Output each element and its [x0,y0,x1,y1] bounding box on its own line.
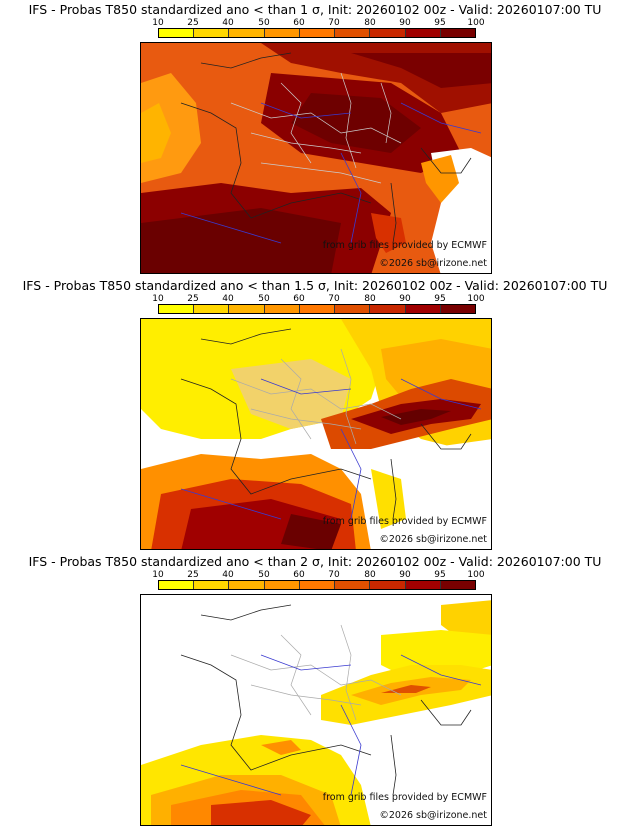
colorbar-label: 100 [467,294,485,304]
colorbar-label: 95 [434,294,446,304]
colorbar-label: 10 [152,570,164,580]
map-credit: from grib files provided by ECMWF [322,516,487,527]
map-copyright: ©2026 sb@irizone.net [379,258,487,269]
colorbar-swatch [299,29,336,37]
colorbar-swatch [229,29,265,37]
colorbar-label: 10 [152,18,164,28]
colorbar-label: 100 [467,570,485,580]
colorbar-swatch [370,29,406,37]
panel-1: IFS - Probas T850 standardized ano < tha… [0,0,630,276]
panel-2: IFS - Probas T850 standardized ano < tha… [0,276,630,552]
map-graphic [141,43,491,273]
colorbar-swatch [264,29,300,37]
colorbar-swatch [159,29,195,37]
colorbar-labels: 10 25 40 50 60 70 80 90 95 100 [152,570,484,580]
colorbar [158,304,476,314]
panel-3: IFS - Probas T850 standardized ano < tha… [0,552,630,828]
colorbar-swatch [264,581,300,589]
colorbar-label: 50 [258,294,270,304]
colorbar-swatch [405,305,441,313]
colorbar-label: 90 [399,570,411,580]
colorbar-label: 50 [258,570,270,580]
map-graphic [141,595,491,825]
colorbar-label: 90 [399,18,411,28]
colorbar-label: 100 [467,18,485,28]
map-copyright: ©2026 sb@irizone.net [379,810,487,821]
colorbar-label: 70 [328,570,340,580]
colorbar-label: 80 [364,570,376,580]
colorbar-swatch [194,581,230,589]
colorbar-label: 60 [293,18,305,28]
panel-title: IFS - Probas T850 standardized ano < tha… [22,278,608,293]
colorbar-swatch [264,305,300,313]
panel-title: IFS - Probas T850 standardized ano < tha… [28,554,602,569]
colorbar-swatch [440,581,475,589]
colorbar-swatch [405,581,441,589]
colorbar-swatch [440,305,475,313]
colorbar-swatch [370,305,406,313]
panel-title: IFS - Probas T850 standardized ano < tha… [28,2,602,17]
colorbar-label: 40 [222,18,234,28]
colorbar-swatch [299,305,336,313]
colorbar-label: 90 [399,294,411,304]
map-graphic [141,319,491,549]
colorbar-swatch [229,305,265,313]
probability-map: from grib files provided by ECMWF ©2026 … [140,42,492,274]
colorbar-label: 95 [434,570,446,580]
probability-map: from grib files provided by ECMWF ©2026 … [140,318,492,550]
colorbar-label: 70 [328,18,340,28]
colorbar-swatch [440,29,475,37]
colorbar [158,28,476,38]
colorbar-swatch [299,581,336,589]
colorbar-swatch [335,29,371,37]
colorbar-label: 10 [152,294,164,304]
colorbar-label: 60 [293,570,305,580]
colorbar-label: 70 [328,294,340,304]
colorbar-labels: 10 25 40 50 60 70 80 90 95 100 [152,18,484,28]
colorbar-label: 95 [434,18,446,28]
colorbar-label: 40 [222,294,234,304]
colorbar [158,580,476,590]
colorbar-label: 40 [222,570,234,580]
probability-map: from grib files provided by ECMWF ©2026 … [140,594,492,826]
colorbar-swatch [405,29,441,37]
colorbar-swatch [335,305,371,313]
colorbar-swatch [159,581,195,589]
colorbar-swatch [229,581,265,589]
map-copyright: ©2026 sb@irizone.net [379,534,487,545]
colorbar-swatch [159,305,195,313]
colorbar-swatch [194,29,230,37]
colorbar-labels: 10 25 40 50 60 70 80 90 95 100 [152,294,484,304]
colorbar-swatch [370,581,406,589]
map-credit: from grib files provided by ECMWF [322,240,487,251]
colorbar-swatch [194,305,230,313]
colorbar-label: 80 [364,294,376,304]
colorbar-label: 25 [187,294,199,304]
colorbar-label: 25 [187,18,199,28]
colorbar-label: 50 [258,18,270,28]
map-credit: from grib files provided by ECMWF [322,792,487,803]
colorbar-label: 25 [187,570,199,580]
colorbar-swatch [335,581,371,589]
colorbar-label: 80 [364,18,376,28]
colorbar-label: 60 [293,294,305,304]
